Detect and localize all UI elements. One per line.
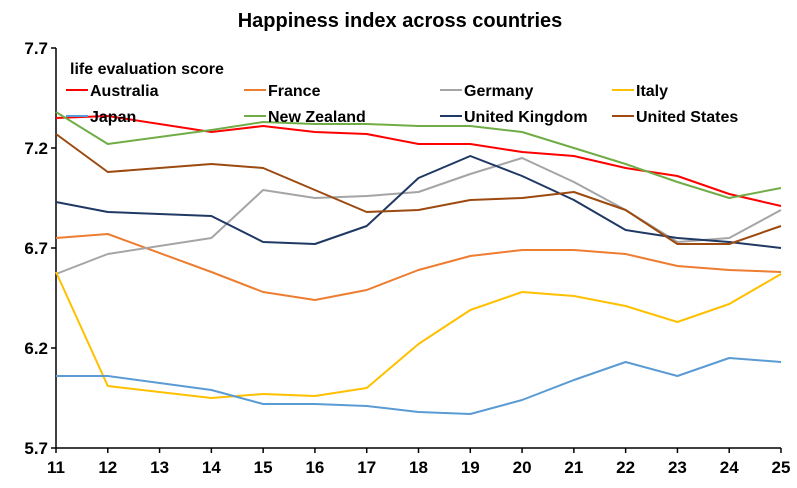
y-tick-label: 6.7 bbox=[24, 239, 48, 258]
x-tick-label: 17 bbox=[357, 458, 376, 477]
series-line-united-states bbox=[55, 133, 782, 245]
y-tick-label: 7.7 bbox=[24, 39, 48, 58]
x-tick-label: 24 bbox=[720, 458, 739, 477]
legend-label-australia: Australia bbox=[90, 83, 159, 100]
x-tick-label: 14 bbox=[202, 458, 221, 477]
y-tick-label: 6.2 bbox=[24, 339, 48, 358]
x-tick-label: 18 bbox=[409, 458, 428, 477]
y-tick-label: 5.7 bbox=[24, 439, 48, 458]
axes: 5.7 6.2 6.7 7.2 7.7 11 12 13 14 15 16 17 18 19 20 21 22 2… bbox=[24, 39, 790, 477]
y-axis-label: life evaluation score bbox=[70, 61, 224, 78]
x-tick-label: 25 bbox=[772, 458, 791, 477]
chart-title: Happiness index across countries bbox=[238, 10, 563, 32]
x-tick-label: 21 bbox=[564, 458, 583, 477]
legend-label-japan: Japan bbox=[90, 109, 136, 126]
series-line-australia bbox=[55, 115, 782, 207]
legend-label-new-zealand: New Zealand bbox=[268, 109, 366, 126]
legend-label-germany: Germany bbox=[464, 83, 533, 100]
series-line-france bbox=[55, 233, 782, 301]
x-tick-label: 15 bbox=[254, 458, 273, 477]
x-tick-label: 12 bbox=[98, 458, 117, 477]
legend-label-united-states: United States bbox=[636, 109, 738, 126]
x-tick-label: 11 bbox=[47, 458, 65, 477]
legend-label-united-kingdom: United Kingdom bbox=[464, 109, 588, 126]
series-line-japan bbox=[56, 357, 782, 415]
x-tick-label: 23 bbox=[668, 458, 687, 477]
legend-label-france: France bbox=[268, 83, 321, 100]
legend-label-italy: Italy bbox=[636, 83, 668, 100]
series-lines bbox=[55, 111, 782, 415]
x-tick-label: 19 bbox=[461, 458, 480, 477]
series-line-united-kingdom bbox=[55, 155, 782, 249]
x-tick-label: 13 bbox=[150, 458, 169, 477]
x-tick-label: 20 bbox=[513, 458, 532, 477]
series-line-new-zealand bbox=[55, 111, 782, 199]
x-tick-label: 22 bbox=[616, 458, 635, 477]
x-tick-label: 16 bbox=[305, 458, 324, 477]
series-line-italy bbox=[55, 271, 782, 399]
legend: Australia France Germany Italy Japan New Zeal… bbox=[66, 83, 738, 126]
y-tick-label: 7.2 bbox=[24, 139, 48, 158]
